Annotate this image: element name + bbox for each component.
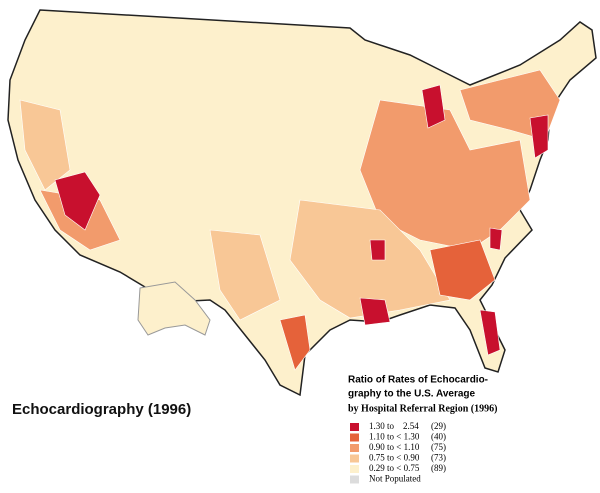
legend-label: Not Populated <box>369 474 421 484</box>
legend-label: 1.10 to < 1.30 <box>369 432 420 442</box>
legend-swatch <box>350 444 359 452</box>
legend-swatch <box>350 433 359 442</box>
legend-label: 0.90 to < 1.10 <box>369 442 420 452</box>
legend-label: 1.30 to 2.54 <box>369 421 419 431</box>
legend-title: Ratio of Rates of Echocardio- <box>348 375 488 386</box>
legend-count: (40) <box>431 432 446 442</box>
legend-label: 0.29 to < 0.75 <box>369 463 420 473</box>
legend-title: graphy to the U.S. Average <box>348 389 476 400</box>
regions <box>19 69 561 371</box>
legend-swatch <box>350 454 359 463</box>
legend-subtitle: by Hospital Referral Region (1996) <box>348 403 497 414</box>
alaska <box>137 281 211 336</box>
legend-swatch <box>350 465 359 473</box>
legend: Ratio of Rates of Echocardio- graphy to … <box>348 375 497 484</box>
legend-count: (29) <box>431 421 446 431</box>
map-title: Echocardiography (1996) <box>12 401 191 418</box>
legend-count: (73) <box>431 453 446 463</box>
legend-count: (75) <box>431 442 446 452</box>
legend-label: 0.75 to < 0.90 <box>369 453 420 463</box>
legend-swatch <box>350 475 359 484</box>
legend-swatch <box>350 423 359 431</box>
legend-count: (89) <box>431 463 446 473</box>
